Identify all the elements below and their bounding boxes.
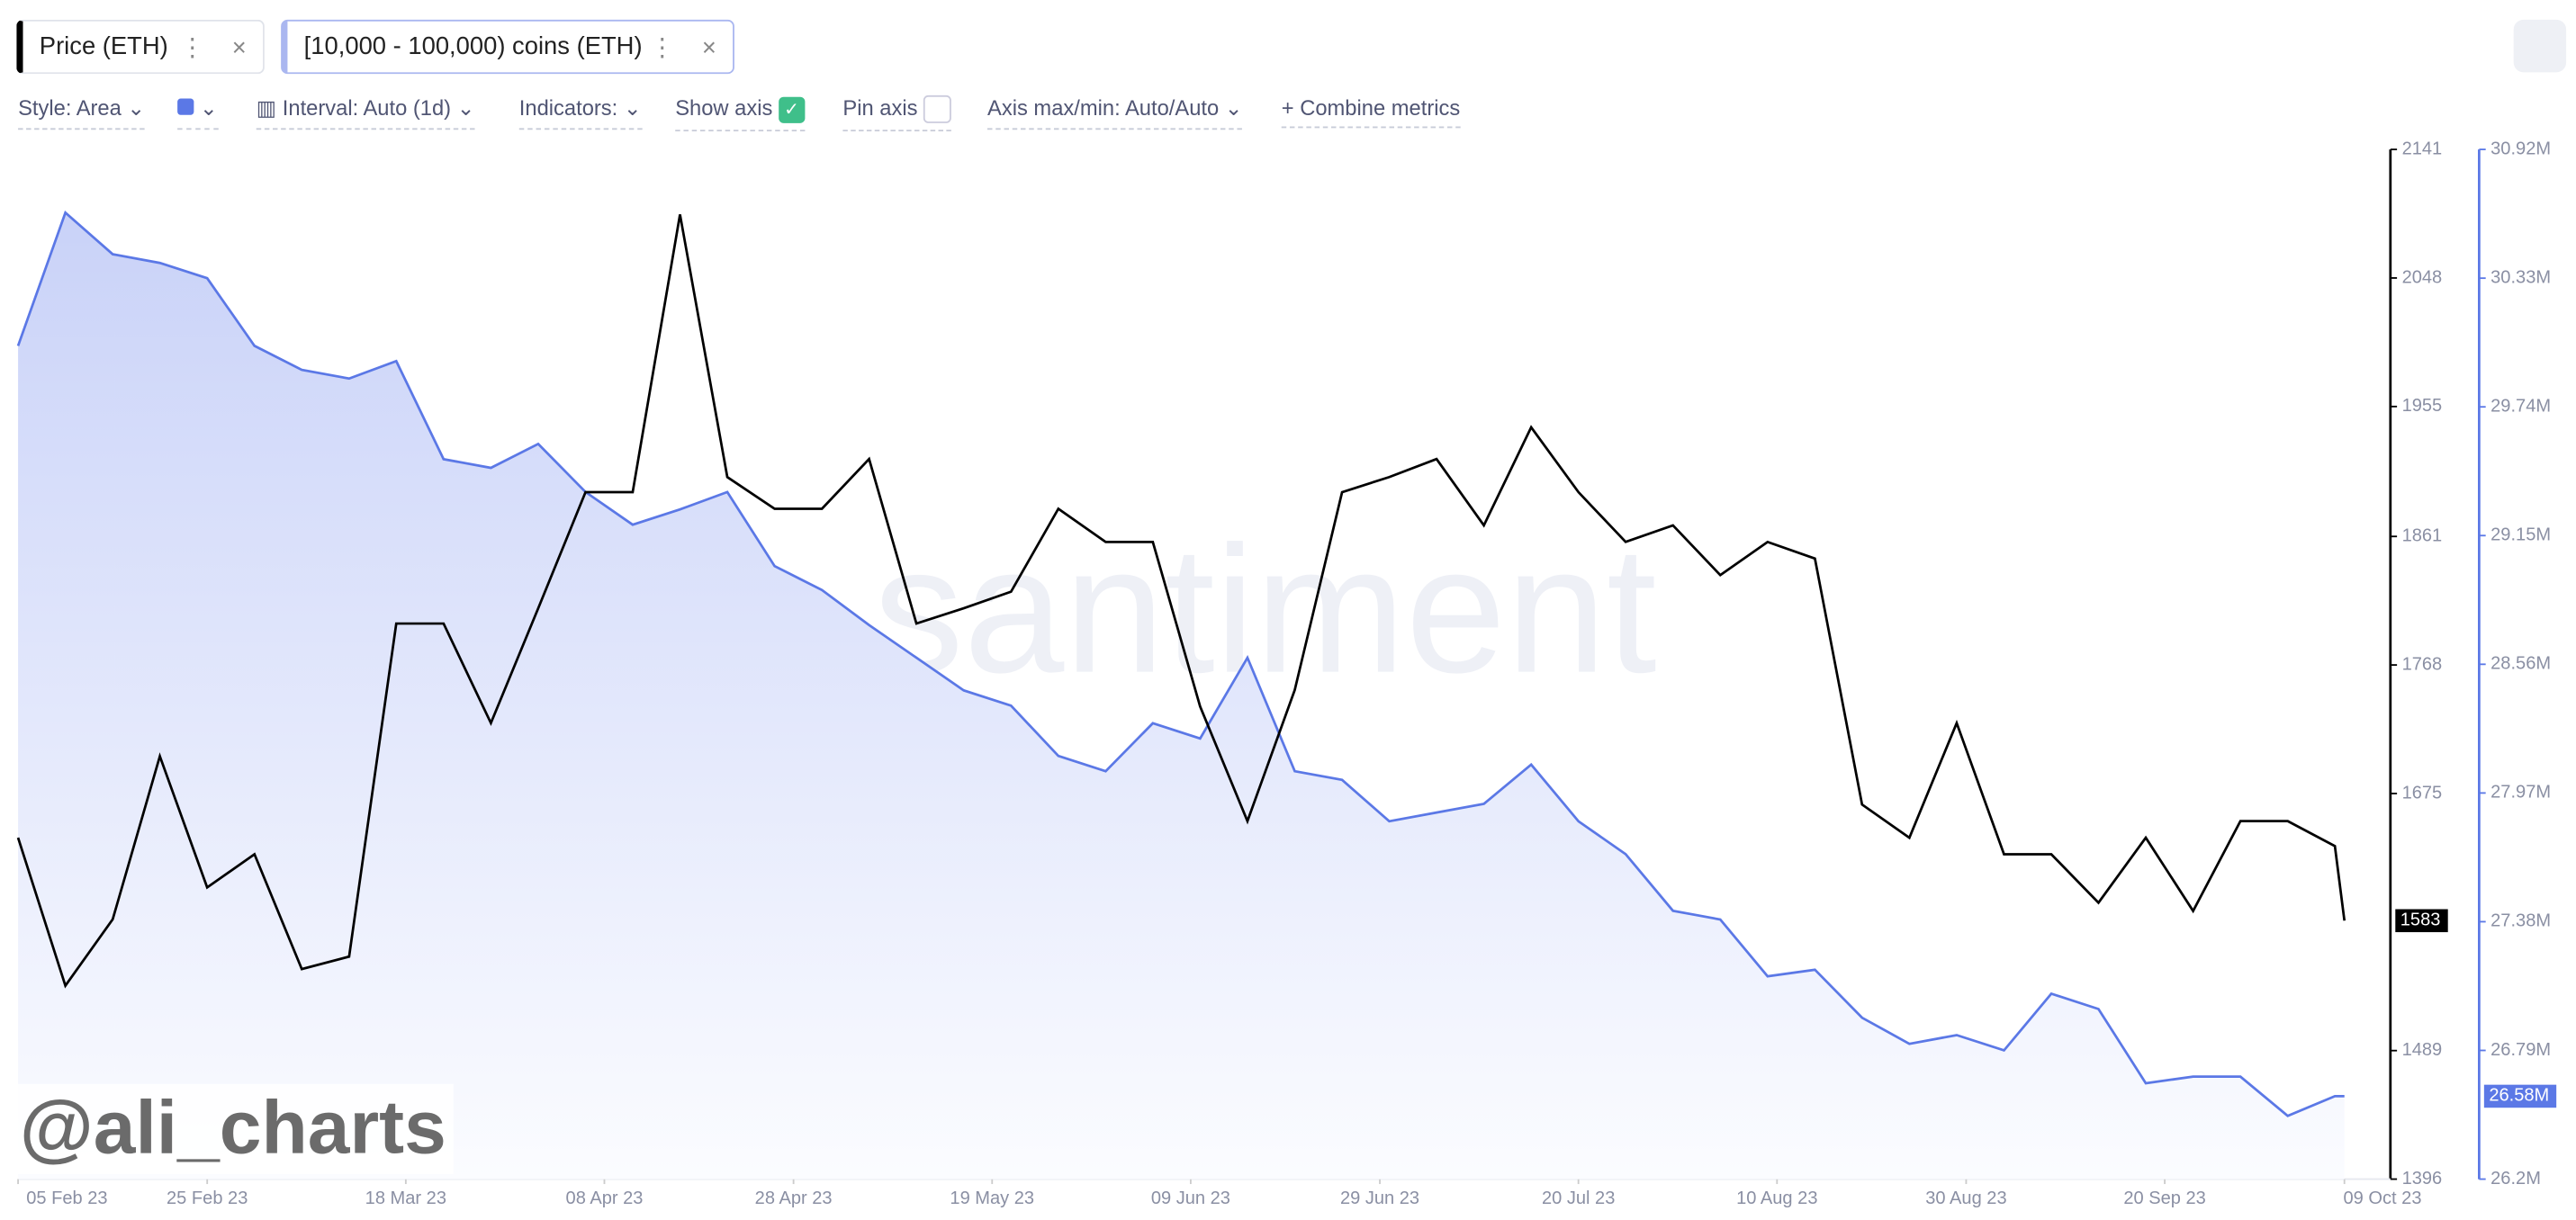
axis-select[interactable]: Axis max/min: Auto/Auto ⌄ [987,95,1243,130]
value-badge-label: 1583 [2400,911,2441,930]
y2-tick-label: 26.79M [2490,1040,2551,1060]
x-tick-label: 08 Apr 23 [566,1189,644,1208]
x-tick-label: 18 Mar 23 [365,1189,446,1208]
x-tick-label: 20 Jul 23 [1542,1189,1615,1208]
value-badge [2395,909,2448,933]
x-tick-label: 19 May 23 [950,1189,1034,1208]
style-select[interactable]: Style: Area ⌄ [18,94,146,130]
handle: @ali_charts [20,1085,446,1170]
record-button[interactable] [2513,19,2567,73]
pin-axis-toggle[interactable]: Pin axis [842,94,952,132]
handle-bg [13,1083,454,1175]
y-tick-label: 1861 [2402,526,2443,546]
y-tick-label: 1489 [2402,1040,2443,1060]
value-badge [2483,1084,2557,1108]
x-tick-label: 25 Feb 23 [167,1189,248,1208]
y2-tick-label: 30.92M [2490,139,2551,158]
y-tick-label: 1768 [2402,654,2443,674]
y-tick-label: 1396 [2402,1169,2443,1189]
metric-tab[interactable]: [10,000 - 100,000) coins (ETH) ⋮ × [281,19,734,75]
y2-tick-label: 28.56M [2490,654,2551,674]
series-line [16,214,2346,989]
series-line [16,211,2345,1117]
label: Show axis [675,94,773,121]
x-tick-label: 05 Feb 23 [26,1189,107,1208]
tab-label: Price (ETH) [39,32,168,61]
interval-select[interactable]: ▥ Interval: Auto (1d) ⌄ [256,94,475,130]
label: Interval: Auto (1d) [282,94,452,121]
x-tick-label: 09 Jun 23 [1151,1189,1230,1208]
menu-icon[interactable]: ⋮ × [650,33,716,62]
y2-tick-label: 30.33M [2490,267,2551,287]
y2-tick-label: 29.15M [2490,525,2551,545]
x-tick-label: 30 Aug 23 [1925,1189,2006,1208]
x-tick-label: 28 Apr 23 [755,1189,833,1208]
y-tick-label: 2141 [2402,139,2443,158]
y-tick-label: 1955 [2402,396,2443,416]
indicators-select[interactable]: Indicators: ⌄ [518,94,642,130]
label: Axis max/min: Auto/Auto [987,94,1220,121]
metric-tab[interactable]: Price (ETH) ⋮ × [16,19,265,75]
y2-tick-label: 29.74M [2490,397,2551,417]
menu-icon[interactable]: ⋮ × [179,33,247,62]
y2-tick-label: 26.2M [2490,1169,2541,1189]
y2-tick-label: 27.97M [2490,783,2551,803]
y-tick-label: 2048 [2402,267,2443,287]
area-fill [18,212,2345,1180]
tab-label: [10,000 - 100,000) coins (ETH) [303,32,643,61]
color-select[interactable]: ⌄ [177,95,218,130]
label: Indicators: [518,94,618,121]
x-tick-label: 09 Oct 23 [2343,1189,2421,1208]
y2-tick-label: 27.38M [2490,911,2551,931]
combine-button[interactable]: + Combine metrics [1281,94,1461,129]
show-axis-toggle[interactable]: Show axis ✓ [675,94,806,132]
label: Pin axis [842,94,918,121]
watermark: santiment [873,508,1656,711]
x-tick-label: 10 Aug 23 [1736,1189,1817,1208]
x-tick-label: 29 Jun 23 [1340,1189,1419,1208]
label: Style: Area [18,94,122,121]
x-tick-label: 20 Sep 23 [2123,1189,2205,1208]
y-tick-label: 1675 [2402,783,2443,803]
value-badge-label: 26.58M [2489,1086,2549,1106]
label: Combine metrics [1300,94,1461,121]
